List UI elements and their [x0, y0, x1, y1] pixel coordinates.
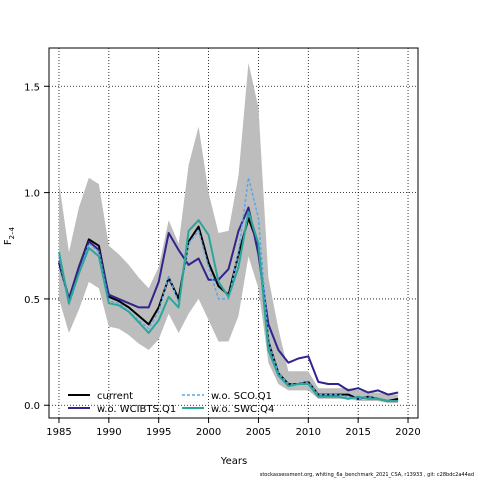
y-axis-title: F2–4 — [3, 226, 16, 245]
x-tick-label: 2005 — [246, 427, 271, 438]
plot-frame — [48, 47, 419, 419]
legend: current w.o. WCIBTS.Q1 w.o. SCO.Q1 w.o. SWC… — [68, 391, 274, 415]
y-tick-label: 1.5 — [24, 82, 40, 93]
series-lines — [58, 176, 399, 402]
legend-label: current — [97, 391, 133, 402]
x-tick-label: 2010 — [296, 427, 321, 438]
x-tick-label: 2020 — [395, 427, 420, 438]
x-axis: 1985 1990 1995 2000 2005 2010 2015 2020 — [46, 418, 421, 438]
y-tick-label: 1.0 — [24, 189, 40, 200]
x-tick-label: 1995 — [146, 427, 171, 438]
legend-label: w.o. WCIBTS.Q1 — [97, 404, 176, 415]
x-tick-label: 2000 — [196, 427, 221, 438]
y-tick-label: 0.0 — [24, 401, 40, 412]
y-axis: 0.0 0.5 1.0 1.5 — [24, 82, 49, 412]
legend-label: w.o. SCO.Q1 — [211, 391, 272, 402]
legend-label: w.o. SWC.Q4 — [211, 404, 274, 415]
series-line — [58, 210, 399, 402]
footer-credit: stockassessment.org, whiting_6a_benchmar… — [259, 472, 474, 478]
x-tick-label: 1985 — [46, 427, 71, 438]
y-axis-title-subscript: 2–4 — [8, 226, 16, 239]
series-line — [58, 206, 399, 396]
x-tick-label: 1990 — [96, 427, 121, 438]
y-tick-label: 0.5 — [24, 295, 40, 306]
x-tick-label: 2015 — [345, 427, 370, 438]
confidence-band — [58, 62, 399, 404]
y-axis-title-main: F — [3, 239, 14, 245]
series-line — [58, 176, 399, 402]
x-axis-title: Years — [220, 456, 247, 467]
